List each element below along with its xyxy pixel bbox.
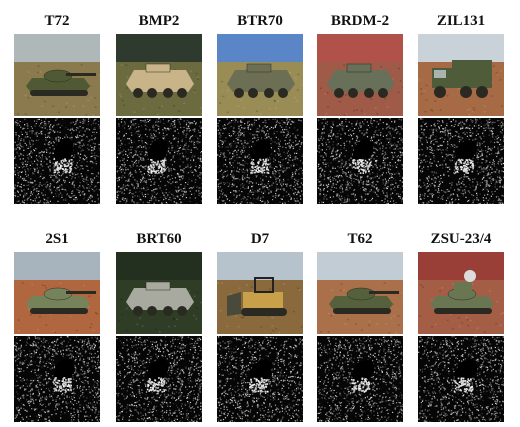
optical-photo [14, 34, 100, 116]
optical-photo [418, 252, 504, 334]
vehicle-label: BMP2 [138, 13, 180, 29]
sar-image [14, 336, 100, 422]
optical-photo [217, 252, 303, 334]
optical-photo [116, 252, 202, 334]
sar-image [116, 118, 202, 204]
vehicle-label: T72 [44, 13, 70, 29]
sar-image [418, 118, 504, 204]
vehicle-label: ZSU-23/4 [430, 231, 492, 247]
sar-image [317, 118, 403, 204]
optical-photo [317, 34, 403, 116]
vehicle-label: BRT60 [136, 231, 182, 247]
vehicle-label: ZIL131 [436, 13, 486, 29]
sar-image [317, 336, 403, 422]
sar-image [217, 336, 303, 422]
sar-image [217, 118, 303, 204]
optical-photo [14, 252, 100, 334]
vehicle-label: D7 [250, 231, 270, 247]
optical-photo [317, 252, 403, 334]
vehicle-label: T62 [347, 231, 373, 247]
optical-photo [418, 34, 504, 116]
sar-image [14, 118, 100, 204]
vehicle-label: BTR70 [237, 13, 283, 29]
sar-image [116, 336, 202, 422]
optical-photo [217, 34, 303, 116]
vehicle-label: BRDM-2 [330, 13, 390, 29]
sar-image [418, 336, 504, 422]
optical-photo [116, 34, 202, 116]
vehicle-label: 2S1 [45, 231, 69, 247]
